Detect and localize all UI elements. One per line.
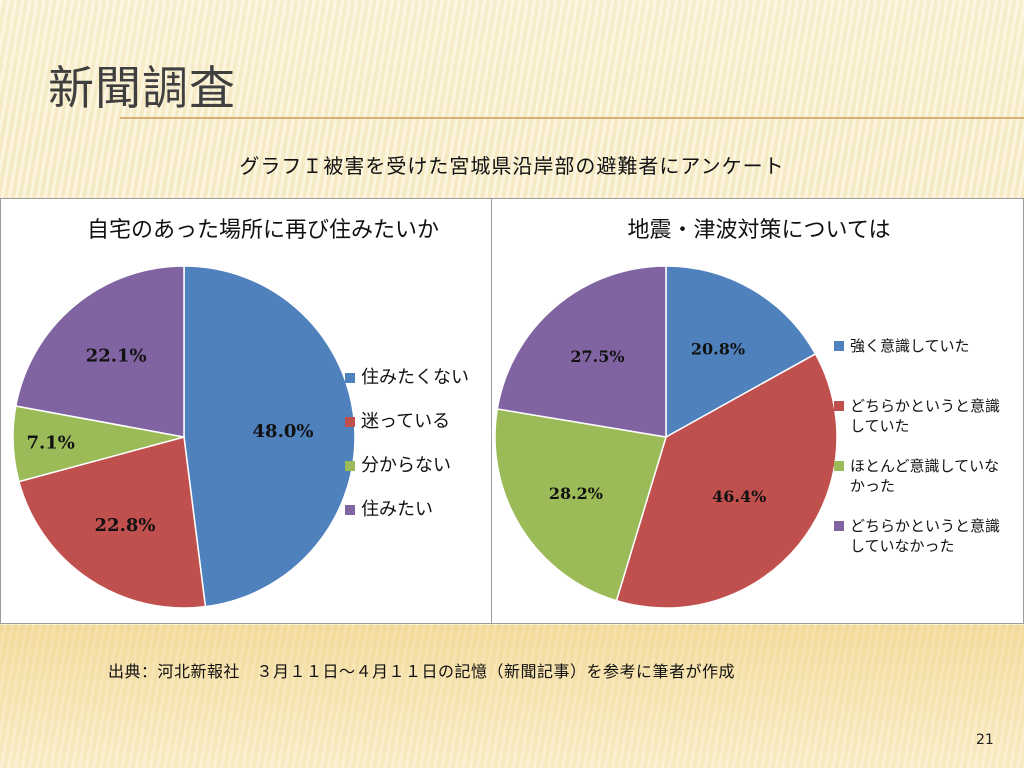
legend-label: どちらかというと意識していなかった (850, 517, 1000, 555)
slice-value-label: 48.0% (253, 421, 314, 442)
legend-label: どちらかというと意識していた (850, 397, 1000, 435)
slice-value-label: 22.1% (86, 346, 147, 367)
slice-value-label: 22.8% (95, 515, 156, 536)
slice-value-label: 46.4% (712, 487, 766, 506)
legend-label: 強く意識していた (850, 337, 970, 355)
pie-slice-1 (665, 265, 817, 439)
chart-title: 地震・津波対策については (628, 218, 891, 243)
legend-label: 住みたい (361, 499, 433, 520)
legend-label: ほとんど意識していなかった (850, 457, 999, 495)
pie-slice-3 (494, 408, 667, 602)
pie-slice-2 (17, 436, 207, 609)
slide-title: 新聞調査 (48, 61, 236, 115)
legend-swatch (345, 505, 355, 515)
source-note: 出典：河北新報社 ３月１１日～４月１１日の記憶（新聞記事）を参考に筆者が作成 (108, 662, 736, 681)
legend-label: 住みたくない (361, 367, 469, 388)
legend-swatch (834, 521, 844, 531)
slide-title-reflection: 新聞調査 (48, 82, 236, 104)
page-number: 21 (976, 732, 994, 748)
pie-slice-2 (615, 352, 838, 609)
pie-chart-preparedness: 地震・津波対策については 20.8% 46.4% 28.2% 27.5% 強く意識していた… (494, 218, 1000, 609)
legend-swatch (345, 461, 355, 471)
chart-caption: グラフＩ被害を受けた宮城県沿岸部の避難者にアンケート (239, 154, 785, 178)
legend-swatch (345, 373, 355, 383)
slide-background-top (0, 0, 1024, 130)
legend-label: 迷っている (361, 411, 450, 432)
title-divider (120, 117, 1024, 119)
pie-chart-residence: 自宅のあった場所に再び住みたいか 48.0% 22.8% 7.1% 22.1% 住みたくな… (12, 218, 469, 609)
slice-value-label: 27.5% (570, 347, 624, 366)
legend-swatch (345, 417, 355, 427)
legend-swatch (834, 401, 844, 411)
chart-panel-residence: 自宅のあった場所に再び住みたいか 48.0% 22.8% 7.1% 22.1% 住みたくな… (0, 198, 492, 624)
pie-slice-4 (496, 265, 667, 438)
chart-panel-preparedness: 地震・津波対策については 20.8% 46.4% 28.2% 27.5% 強く意識していた… (491, 198, 1024, 624)
slide-background-bottom (0, 625, 1024, 768)
chart-title: 自宅のあった場所に再び住みたいか (87, 218, 439, 243)
legend-swatch (834, 461, 844, 471)
slice-value-label: 28.2% (549, 484, 603, 503)
pie-slice-4 (14, 265, 185, 438)
legend-label: 分からない (361, 455, 451, 476)
slice-value-label: 7.1% (26, 432, 74, 453)
slice-value-label: 20.8% (691, 340, 745, 359)
legend-swatch (834, 341, 844, 351)
